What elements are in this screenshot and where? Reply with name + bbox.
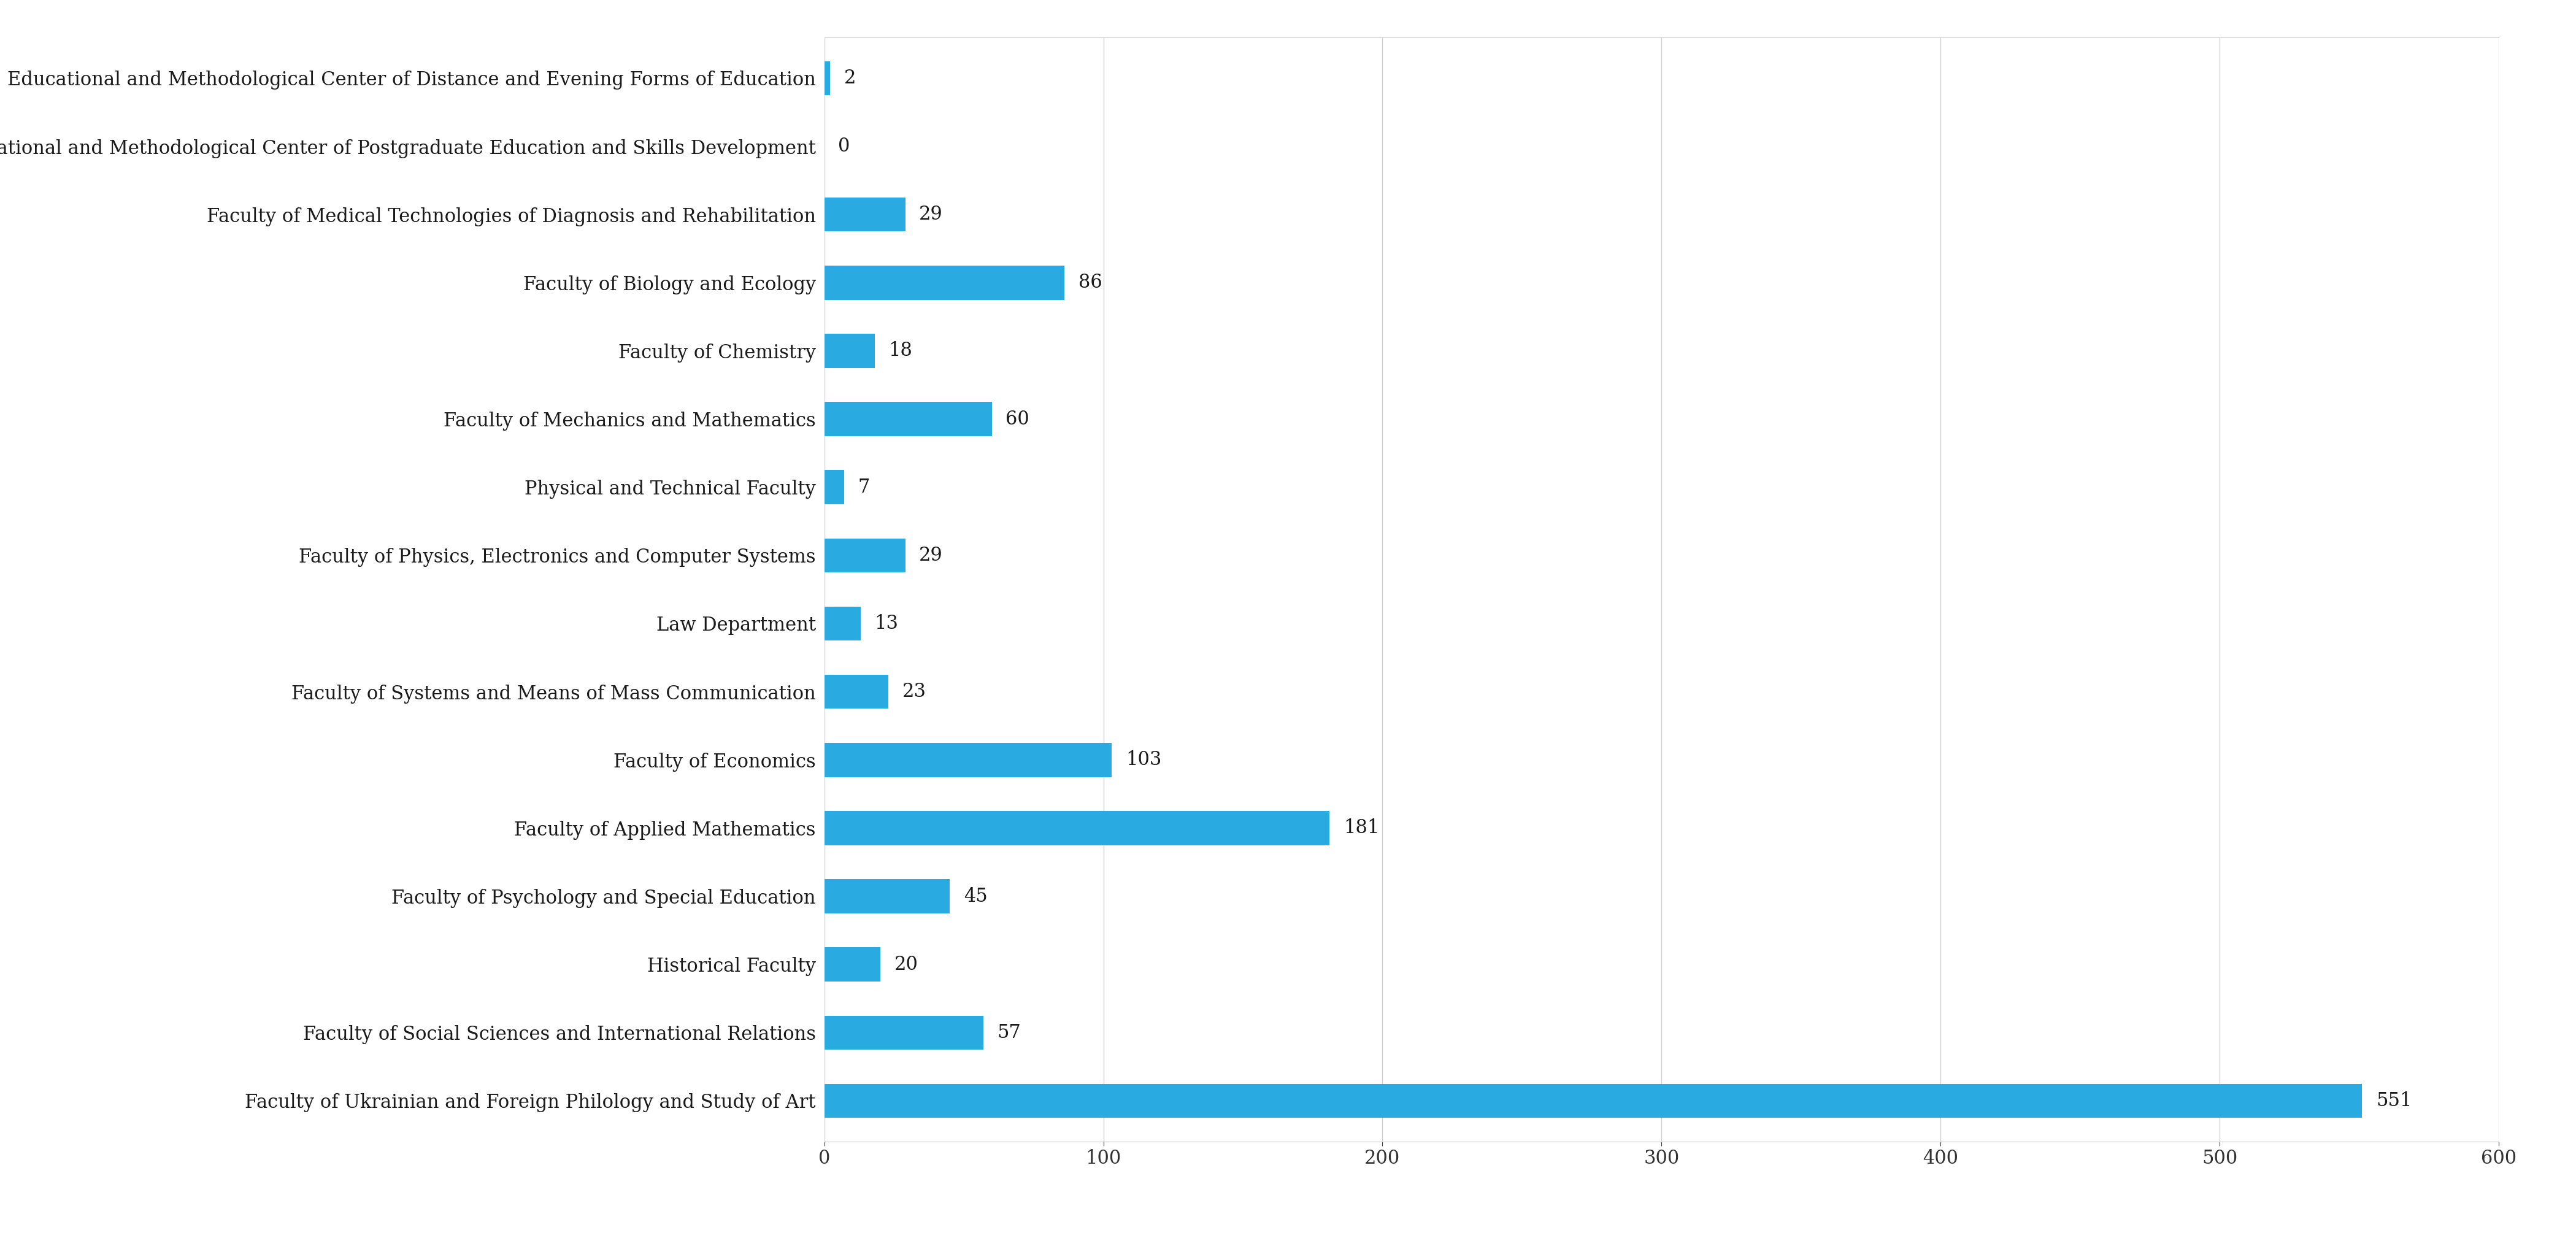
- Bar: [824, 197, 904, 232]
- Text: 45: 45: [963, 887, 987, 906]
- Text: 2: 2: [845, 68, 855, 88]
- Bar: [824, 812, 1329, 845]
- Bar: [824, 1015, 984, 1050]
- Bar: [824, 675, 889, 709]
- Text: 103: 103: [1126, 751, 1162, 769]
- Bar: [824, 607, 860, 640]
- Bar: [824, 879, 951, 913]
- Text: 181: 181: [1345, 819, 1378, 838]
- Bar: [824, 539, 904, 572]
- Bar: [824, 947, 881, 982]
- Bar: [824, 470, 845, 504]
- Text: 13: 13: [876, 614, 899, 633]
- Bar: [824, 334, 876, 367]
- Text: 23: 23: [902, 683, 927, 701]
- Bar: [824, 1083, 2362, 1118]
- Text: 0: 0: [837, 137, 850, 156]
- Text: 29: 29: [920, 205, 943, 225]
- Text: 20: 20: [894, 954, 917, 974]
- Bar: [824, 402, 992, 436]
- Text: 29: 29: [920, 546, 943, 565]
- Bar: [824, 61, 829, 96]
- Text: 18: 18: [889, 341, 912, 360]
- Text: 57: 57: [997, 1023, 1020, 1042]
- Text: 551: 551: [2375, 1091, 2411, 1111]
- Text: 60: 60: [1005, 410, 1030, 428]
- Text: 7: 7: [858, 478, 871, 496]
- Bar: [824, 743, 1113, 777]
- Text: 86: 86: [1079, 273, 1103, 292]
- Bar: [824, 266, 1064, 300]
